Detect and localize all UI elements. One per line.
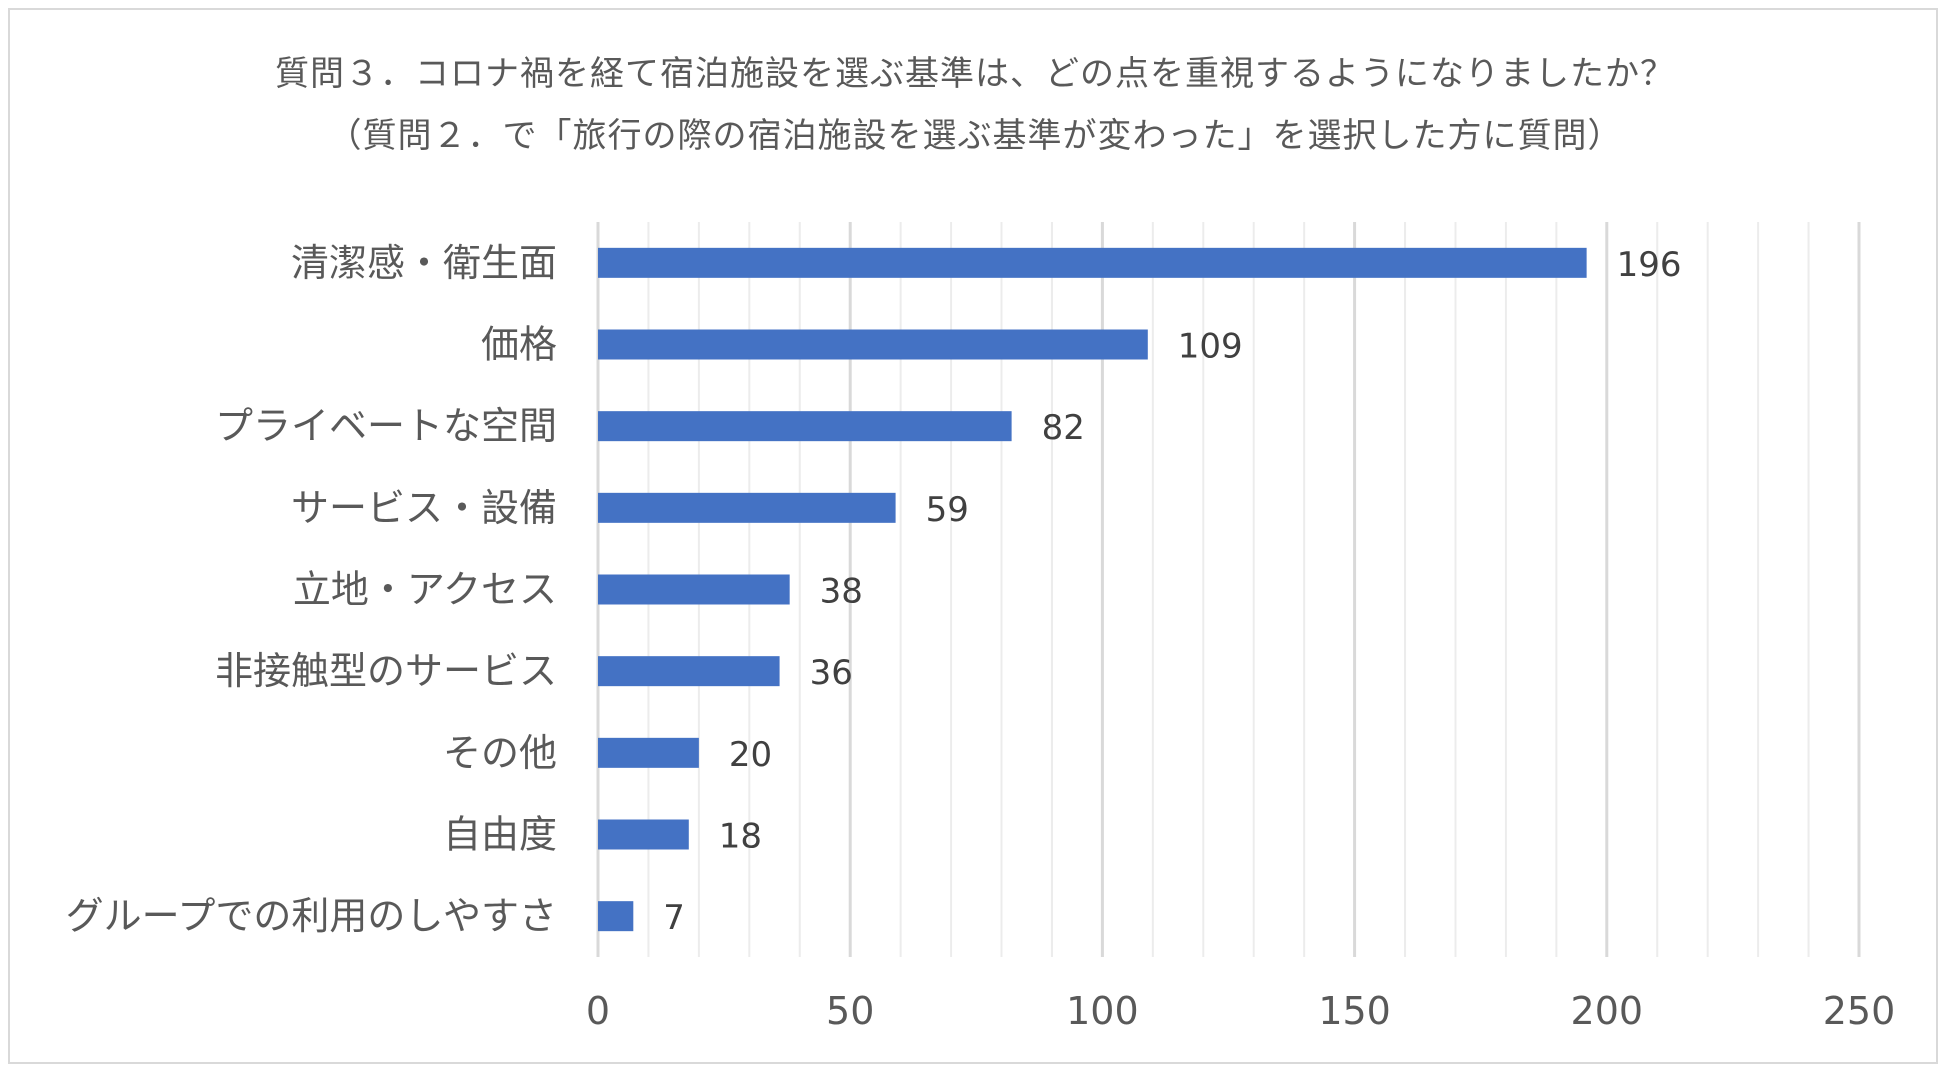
data-label: 20 (729, 735, 772, 775)
data-label: 59 (926, 490, 969, 530)
data-label: 18 (719, 817, 762, 857)
data-label: 82 (1042, 408, 1085, 448)
category-label: 立地・アクセス (293, 568, 557, 612)
category-label: プライベートな空間 (215, 404, 557, 448)
category-label: サービス・設備 (291, 486, 557, 530)
x-tick-label: 150 (1318, 989, 1391, 1033)
bar (598, 901, 634, 932)
data-label: 7 (663, 898, 685, 938)
x-tick-label: 0 (586, 989, 610, 1033)
data-label: 109 (1178, 327, 1243, 367)
data-label: 36 (810, 653, 853, 693)
bar (598, 574, 790, 605)
category-label: グループでの利用のしやすさ (66, 894, 557, 938)
category-label: 自由度 (443, 813, 557, 857)
category-label: 価格 (481, 323, 557, 367)
category-label: その他 (443, 731, 557, 775)
x-tick-label: 200 (1571, 989, 1644, 1033)
x-tick-label: 100 (1066, 989, 1139, 1033)
bar (598, 656, 780, 687)
x-tick-label: 250 (1823, 989, 1896, 1033)
bar (598, 492, 896, 523)
data-label: 196 (1617, 245, 1682, 285)
bar (598, 247, 1587, 278)
category-label: 非接触型のサービス (215, 649, 557, 693)
chart-area-border (8, 8, 1938, 1064)
bar (598, 411, 1012, 442)
bar (598, 737, 699, 768)
bar (598, 329, 1148, 360)
x-tick-label: 50 (826, 989, 874, 1033)
data-label: 38 (820, 572, 863, 612)
category-label: 清潔感・衛生面 (291, 241, 557, 285)
chart-title: 質問３．コロナ禍を経て宿泊施設を選ぶ基準は、どの点を重視するようになりましたか？ (275, 54, 1675, 94)
bar (598, 819, 689, 850)
chart-subtitle: （質問２．で「旅行の際の宿泊施設を選ぶ基準が変わった」を選択した方に質問） (327, 116, 1623, 156)
